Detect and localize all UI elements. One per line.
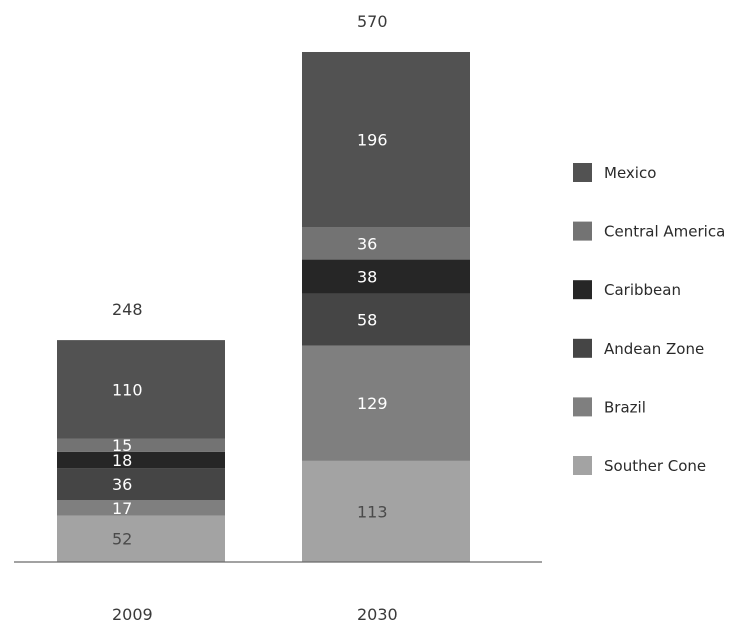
bar-segment-2030-andean-zone [302, 293, 470, 346]
x-tick-label-2009: 2009 [112, 605, 153, 624]
bar-segment-2030-mexico [302, 52, 470, 228]
x-axis-labels: 2009 2030 [112, 605, 398, 624]
legend-swatch-caribbean [573, 280, 592, 300]
data-label-2030-andean-zone: 58 [357, 311, 377, 330]
totals-group: 248 570 [112, 12, 388, 319]
bar-segment-2009-caribbean [57, 451, 225, 469]
bar-segment-2030-brazil [302, 345, 470, 461]
bar-segment-2009-brazil [57, 500, 225, 516]
total-label-2030: 570 [357, 12, 388, 31]
data-label-2030-mexico: 196 [357, 131, 388, 150]
legend-label-andean-zone: Andean Zone [604, 340, 704, 358]
data-label-2030-brazil: 129 [357, 394, 388, 413]
legend-label-caribbean: Caribbean [604, 281, 681, 299]
data-label-2009-caribbean: 18 [112, 451, 132, 470]
legend-label-mexico: Mexico [604, 164, 656, 182]
data-label-2030-southern-cone: 113 [357, 502, 388, 521]
data-label-2030-caribbean: 38 [357, 268, 377, 287]
legend-swatch-mexico [573, 163, 592, 182]
legend-label-central-america: Central America [604, 223, 725, 241]
legend-swatch-andean-zone [573, 338, 592, 358]
data-label-2030-central-america: 36 [357, 234, 377, 253]
legend-label-brazil: Brazil [604, 398, 646, 416]
bar-segment-2009-mexico [57, 340, 225, 439]
total-label-2009: 248 [112, 300, 143, 319]
bar-segment-2009-southern-cone [57, 515, 225, 562]
legend-swatch-central-america [573, 221, 592, 241]
bar-segment-2009-andean-zone [57, 468, 225, 501]
legend-swatch-brazil [573, 397, 592, 417]
data-label-2009-brazil: 17 [112, 499, 132, 518]
data-label-2009-andean-zone: 36 [112, 475, 132, 494]
bar-segment-2030-central-america [302, 227, 470, 260]
data-label-2009-southern-cone: 52 [112, 530, 132, 549]
bar-segment-2009-central-america [57, 438, 225, 452]
bar-segment-2030-southern-cone [302, 460, 470, 562]
data-label-2009-mexico: 110 [112, 380, 143, 399]
x-tick-label-2030: 2030 [357, 605, 398, 624]
legend-swatch-southern-cone [573, 456, 592, 475]
bar-segment-2030-caribbean [302, 259, 470, 294]
legend-label-southern-cone: Souther Cone [604, 457, 706, 475]
legend: Mexico Central America Caribbean Andean Zon… [573, 163, 725, 475]
data-label-2009-central-america: 15 [112, 436, 132, 455]
